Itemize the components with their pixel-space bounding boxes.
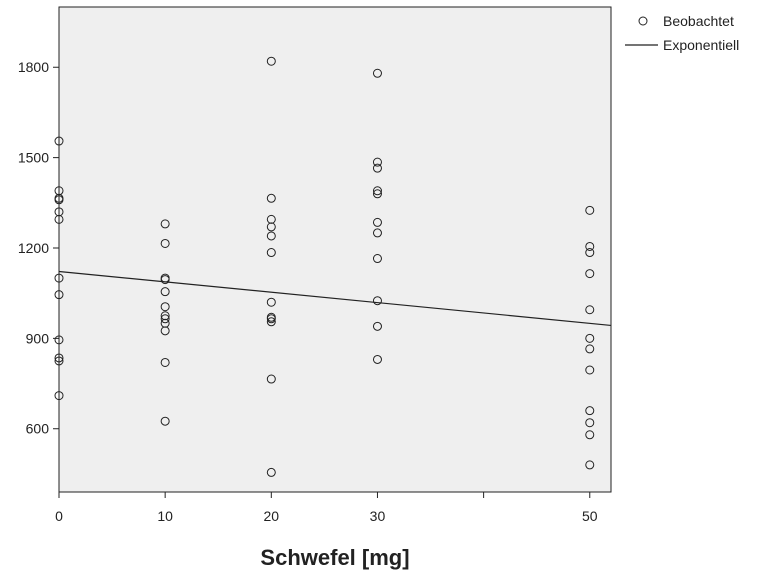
observed-point	[372, 217, 382, 227]
x-tick-label: 20	[264, 508, 280, 524]
observed-point	[585, 333, 595, 343]
observed-point	[585, 205, 595, 215]
legend-label: Beobachtet	[663, 13, 734, 29]
observed-point	[372, 157, 382, 167]
observed-point	[160, 287, 170, 297]
observed-point	[266, 317, 276, 327]
observed-point	[160, 416, 170, 426]
x-axis-title: Schwefel [mg]	[260, 545, 409, 570]
observed-point	[372, 228, 382, 238]
observed-point	[585, 418, 595, 428]
observed-point	[160, 326, 170, 336]
observed-point	[266, 314, 276, 324]
observed-point	[266, 231, 276, 241]
observed-point	[372, 296, 382, 306]
observed-point	[160, 275, 170, 285]
plot-content	[54, 56, 612, 477]
observed-point	[54, 391, 64, 401]
x-tick-label: 50	[582, 508, 598, 524]
observed-point	[54, 356, 64, 366]
x-tick-label: 10	[157, 508, 173, 524]
observed-point	[585, 248, 595, 258]
observed-point	[160, 314, 170, 324]
legend: Beobachtet Exponentiell	[625, 13, 739, 53]
observed-point	[372, 186, 382, 196]
plot-area	[58, 6, 612, 493]
y-tick-label: 1800	[18, 59, 49, 75]
observed-point	[54, 353, 64, 363]
observed-point	[54, 195, 64, 205]
observed-point	[160, 219, 170, 229]
y-tick-label: 1200	[18, 240, 49, 256]
observed-point	[160, 357, 170, 367]
observed-point	[585, 344, 595, 354]
observed-point	[54, 335, 64, 345]
observed-point	[372, 189, 382, 199]
observed-point	[585, 241, 595, 251]
observed-point	[585, 460, 595, 470]
observed-point	[266, 467, 276, 477]
observed-point	[266, 297, 276, 307]
y-axis: 600 900 1200 1500 1800	[18, 59, 59, 437]
exponential-fit-line	[58, 270, 612, 327]
y-tick-label: 1500	[18, 150, 49, 166]
observed-point	[372, 68, 382, 78]
observed-point	[585, 406, 595, 416]
observed-point	[266, 193, 276, 203]
observed-point	[266, 248, 276, 258]
observed-point	[585, 365, 595, 375]
observed-point	[54, 136, 64, 146]
y-tick-label: 600	[26, 421, 50, 437]
observed-point	[54, 273, 64, 283]
y-tick-label: 900	[26, 330, 50, 346]
observed-point	[266, 374, 276, 384]
observed-point	[54, 290, 64, 300]
observed-point	[372, 354, 382, 364]
observed-point	[266, 222, 276, 232]
observed-point	[372, 321, 382, 331]
observed-point	[160, 238, 170, 248]
observed-point	[585, 430, 595, 440]
x-axis: 0 10 20 30 50	[55, 492, 598, 524]
observed-point	[266, 56, 276, 66]
observed-point	[160, 302, 170, 312]
observed-point	[585, 305, 595, 315]
observed-point	[585, 269, 595, 279]
x-tick-label: 0	[55, 508, 63, 524]
observed-point	[372, 163, 382, 173]
legend-circle-symbol	[638, 16, 648, 26]
legend-label: Exponentiell	[663, 37, 739, 53]
observed-point	[54, 214, 64, 224]
observed-point	[372, 254, 382, 264]
x-tick-label: 30	[370, 508, 386, 524]
